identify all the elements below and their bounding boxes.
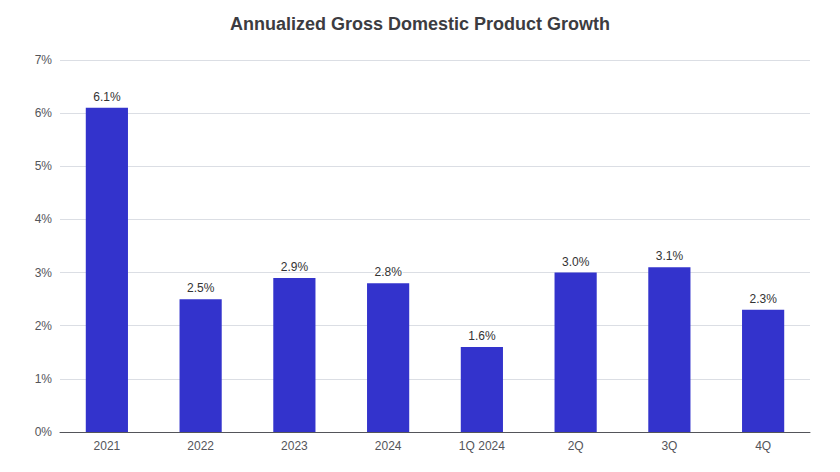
svg-text:2.5%: 2.5% [187,281,215,295]
svg-text:1.6%: 1.6% [468,329,496,343]
svg-text:4Q: 4Q [755,439,771,453]
svg-text:1%: 1% [35,372,53,386]
svg-text:3.1%: 3.1% [656,249,684,263]
svg-text:5%: 5% [35,159,53,173]
svg-text:2023: 2023 [281,439,308,453]
svg-text:2022: 2022 [187,439,214,453]
svg-text:2.8%: 2.8% [374,265,402,279]
svg-text:2.9%: 2.9% [281,260,309,274]
svg-text:Annualized Gross Domestic Prod: Annualized Gross Domestic Product Growth [230,14,610,34]
svg-text:2Q: 2Q [568,439,584,453]
svg-text:1Q 2024: 1Q 2024 [459,439,505,453]
svg-text:3Q: 3Q [661,439,677,453]
svg-text:4%: 4% [35,212,53,226]
svg-text:3%: 3% [35,266,53,280]
svg-text:2.3%: 2.3% [749,292,777,306]
svg-text:6.1%: 6.1% [93,90,121,104]
svg-text:0%: 0% [35,425,53,439]
svg-text:3.0%: 3.0% [562,255,590,269]
svg-text:7%: 7% [35,53,53,67]
svg-text:2%: 2% [35,319,53,333]
svg-text:2024: 2024 [375,439,402,453]
svg-text:2021: 2021 [94,439,121,453]
svg-text:6%: 6% [35,106,53,120]
